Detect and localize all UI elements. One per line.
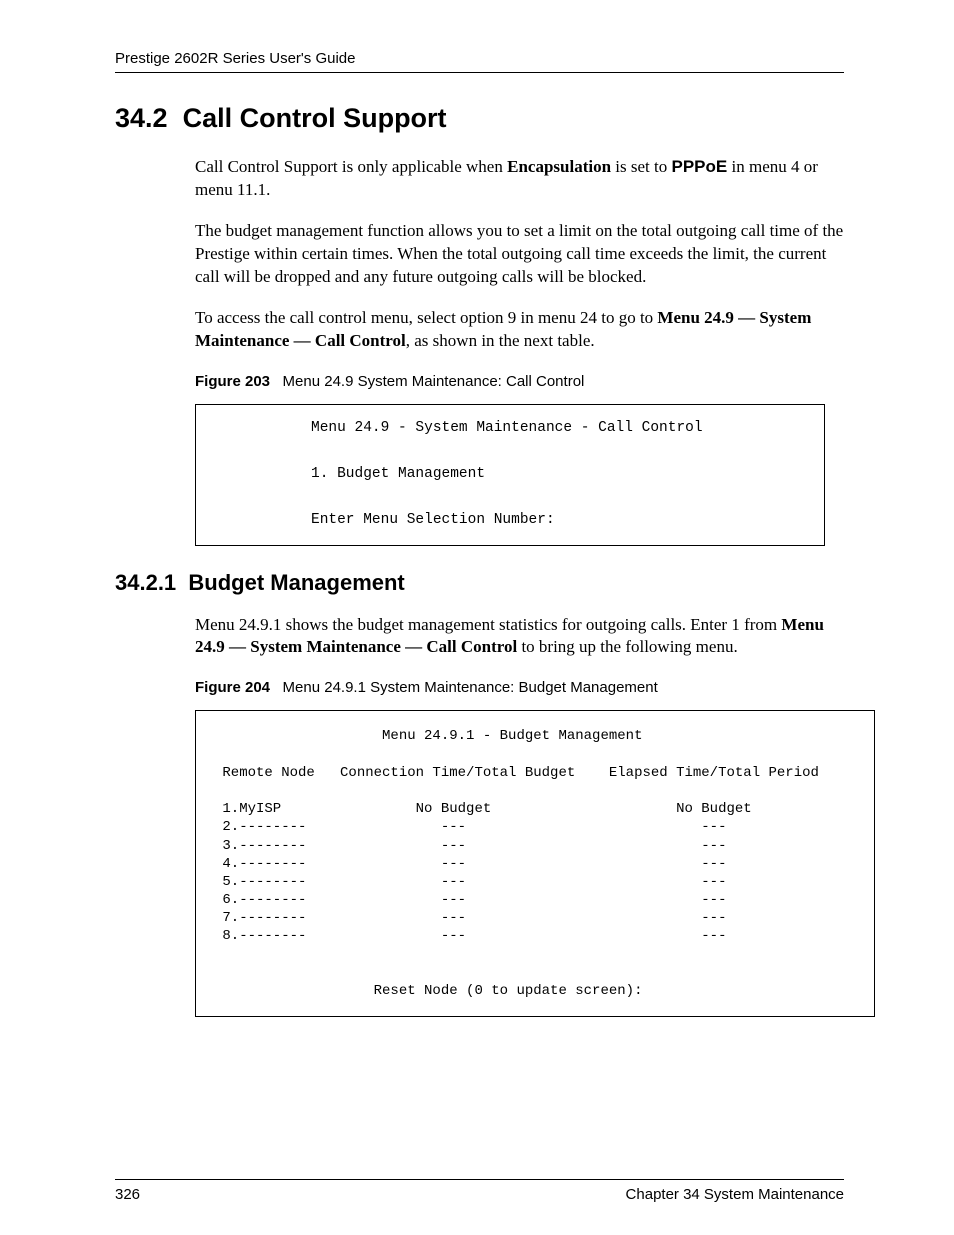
paragraph-3: To access the call control menu, select … bbox=[195, 307, 844, 353]
figure-203-terminal: Menu 24.9 - System Maintenance - Call Co… bbox=[195, 404, 825, 546]
p1-bold-pppoe: PPPoE bbox=[672, 157, 728, 176]
figure-203-label: Figure 203 bbox=[195, 373, 270, 390]
footer-page-number: 326 bbox=[115, 1186, 140, 1203]
subsection-title-text: Budget Management bbox=[188, 570, 404, 595]
footer-chapter: Chapter 34 System Maintenance bbox=[626, 1186, 844, 1203]
page-header: Prestige 2602R Series User's Guide bbox=[115, 50, 844, 73]
section-heading: 34.2 Call Control Support bbox=[115, 103, 844, 134]
fig203-line2: 1. Budget Management bbox=[311, 466, 485, 482]
figure-204-caption-text: Menu 24.9.1 System Maintenance: Budget M… bbox=[283, 679, 658, 696]
figure-204-label: Figure 204 bbox=[195, 679, 270, 696]
figure-204-terminal: Menu 24.9.1 - Budget Management Remote N… bbox=[195, 710, 875, 1017]
figure-204-caption: Figure 204 Menu 24.9.1 System Maintenanc… bbox=[195, 679, 844, 696]
p1-text-a: Call Control Support is only applicable … bbox=[195, 157, 507, 176]
p1-bold-encapsulation: Encapsulation bbox=[507, 157, 611, 176]
paragraph-2: The budget management function allows yo… bbox=[195, 220, 844, 289]
subsection-heading: 34.2.1 Budget Management bbox=[115, 570, 844, 596]
paragraph-1: Call Control Support is only applicable … bbox=[195, 156, 844, 202]
fig203-line3: Enter Menu Selection Number: bbox=[311, 512, 555, 528]
p1-text-c: is set to bbox=[611, 157, 671, 176]
p3-text-a: To access the call control menu, select … bbox=[195, 308, 657, 327]
sp1-text-a: Menu 24.9.1 shows the budget management … bbox=[195, 615, 781, 634]
p3-text-c: , as shown in the next table. bbox=[406, 331, 595, 350]
fig203-line1: Menu 24.9 - System Maintenance - Call Co… bbox=[311, 420, 703, 436]
header-title: Prestige 2602R Series User's Guide bbox=[115, 50, 355, 67]
page-footer: 326 Chapter 34 System Maintenance bbox=[115, 1179, 844, 1203]
subsection-number: 34.2.1 bbox=[115, 570, 176, 595]
sp1-text-c: to bring up the following menu. bbox=[517, 637, 738, 656]
section-title-text: Call Control Support bbox=[183, 103, 447, 133]
figure-203-caption-text: Menu 24.9 System Maintenance: Call Contr… bbox=[283, 373, 585, 390]
section-number: 34.2 bbox=[115, 103, 168, 133]
sub-paragraph-1: Menu 24.9.1 shows the budget management … bbox=[195, 614, 844, 660]
page: Prestige 2602R Series User's Guide 34.2 … bbox=[0, 0, 954, 1235]
figure-203-caption: Figure 203 Menu 24.9 System Maintenance:… bbox=[195, 373, 844, 390]
